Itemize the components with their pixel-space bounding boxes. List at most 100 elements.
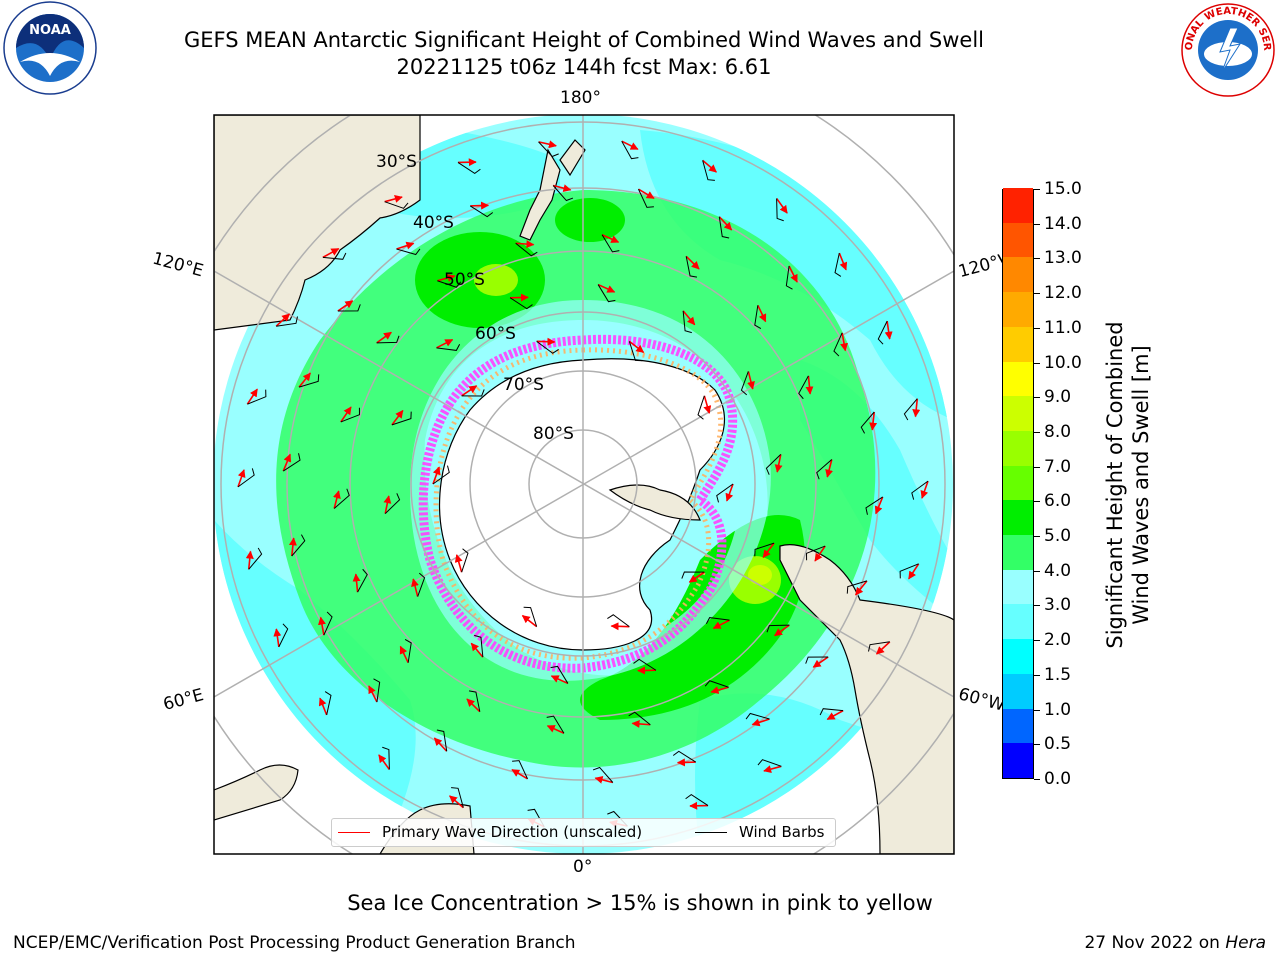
wind-barb <box>754 305 762 329</box>
wave-direction-arrow <box>628 340 645 354</box>
legend-wave-label: Primary Wave Direction (unscaled) <box>382 823 643 841</box>
lat-label-40s: 40°S <box>413 213 454 233</box>
legend-wave-swatch <box>338 832 370 833</box>
wave-direction-arrow <box>550 675 569 685</box>
wind-barb <box>436 343 461 351</box>
colorbar-tick <box>1034 570 1040 572</box>
wind-barb <box>512 760 528 780</box>
map-frame-content <box>214 115 954 854</box>
wave-direction-arrow <box>449 795 464 809</box>
colorbar-tick-label: 11.0 <box>1044 317 1082 338</box>
colorbar-tick <box>1034 501 1040 503</box>
colorbar-segment <box>1003 638 1033 674</box>
wind-barb <box>391 411 412 426</box>
wave-direction-arrow <box>751 718 770 727</box>
wind-barb <box>437 280 462 288</box>
colorbar-tick <box>1034 744 1040 746</box>
noaa-logo-text: NOAA <box>29 23 71 38</box>
footer-date: 27 Nov 2022 on Hera <box>1084 933 1266 953</box>
wave-direction-arrow <box>775 197 788 214</box>
colorbar-tick-label: 8.0 <box>1044 421 1072 442</box>
wind-barb <box>451 787 464 808</box>
colorbar-segment <box>1003 326 1033 362</box>
wave-direction-arrow <box>788 265 798 283</box>
colorbar-title-line2: Wind Waves and Swell [m] <box>1129 345 1153 625</box>
colorbar-tick <box>1034 605 1040 607</box>
map-border <box>213 114 955 855</box>
wave-direction-arrow <box>318 697 328 716</box>
wave-direction-arrow <box>688 571 705 583</box>
colorbar-segment <box>1003 430 1033 466</box>
colorbar-tick-label: 10.0 <box>1044 352 1082 373</box>
wave-direction-arrow <box>757 304 767 323</box>
wind-barb <box>248 547 263 570</box>
wind-barb <box>846 580 868 594</box>
footer-credit: NCEP/EMC/Verification Post Processing Pr… <box>13 933 576 953</box>
wave-direction-arrow <box>869 411 878 431</box>
wave-direction-arrow <box>762 542 775 559</box>
colorbar-tick-label: 1.5 <box>1044 664 1072 685</box>
colorbar-tick-label: 7.0 <box>1044 456 1072 477</box>
lat-label-80s: 80°S <box>533 424 574 444</box>
colorbar-tick-label: 12.0 <box>1044 283 1082 304</box>
wave-direction-arrow <box>840 332 848 352</box>
colorbar-tick-label: 2.0 <box>1044 630 1072 651</box>
wave-direction-arrow <box>638 188 655 200</box>
antarctica <box>439 358 725 651</box>
wind-barb <box>697 395 705 420</box>
colorbar-tick <box>1034 536 1040 538</box>
wind-barb <box>337 304 361 312</box>
wave-direction-arrow <box>376 331 392 344</box>
colorbar-tick <box>1034 431 1040 433</box>
chart-subtitle: 20221125 t06z 144h fcst Max: 6.61 <box>396 55 772 79</box>
colorbar-tick-label: 3.0 <box>1044 595 1072 616</box>
wind-barb <box>436 729 448 752</box>
wind-barb <box>470 205 494 218</box>
wave-direction-arrow <box>470 642 484 658</box>
wind-barb <box>247 389 267 405</box>
legend-barb-swatch <box>695 832 727 833</box>
wind-barb <box>754 542 775 557</box>
graticule <box>214 115 954 854</box>
colorbar-tick-label: 0.5 <box>1044 734 1072 755</box>
colorbar-segment <box>1003 673 1033 709</box>
colorbar-title-line1: Significant Height of Combined <box>1103 321 1127 649</box>
colorbar-segment <box>1003 361 1033 397</box>
wind-barb <box>322 252 347 260</box>
wave-direction-arrow <box>546 725 565 734</box>
wave-direction-arrow <box>763 765 782 773</box>
wind-barb <box>298 374 320 388</box>
wind-barb <box>834 252 842 277</box>
colorbar-tick <box>1034 397 1040 399</box>
colorbar-title: Significant Height of Combined Wind Wave… <box>1102 275 1154 695</box>
wave-direction-arrow <box>273 628 282 647</box>
wave-direction-arrow <box>246 388 258 405</box>
wave-direction-arrow <box>685 255 700 270</box>
lat-label-60s: 60°S <box>475 324 516 344</box>
wave-direction-arrow <box>774 454 783 473</box>
colorbar-tick <box>1034 640 1040 642</box>
colorbar-tick <box>1034 327 1040 329</box>
wind-barb <box>819 708 844 716</box>
wind-barb <box>283 453 301 472</box>
wave-direction-arrow <box>594 775 614 784</box>
wind-barb <box>765 453 782 475</box>
wave-direction-arrow <box>515 240 535 249</box>
colorbar-segment <box>1003 291 1033 327</box>
new-zealand <box>519 148 561 241</box>
wind-barb <box>468 690 481 712</box>
wave-direction-arrow <box>712 619 730 630</box>
wind-barb <box>546 715 565 734</box>
wind-barb <box>833 332 843 357</box>
colorbar-segment <box>1003 534 1033 570</box>
wave-direction-arrow <box>511 768 528 780</box>
wave-direction-arrow <box>352 573 361 593</box>
wind-barb <box>805 656 829 664</box>
wave-direction-arrow <box>710 686 729 694</box>
wave-direction-arrow <box>432 466 441 485</box>
wind-barb <box>384 201 409 209</box>
wind-barb <box>340 407 360 423</box>
colorbar-segment <box>1003 256 1033 293</box>
colorbar-tick-label: 13.0 <box>1044 248 1082 269</box>
